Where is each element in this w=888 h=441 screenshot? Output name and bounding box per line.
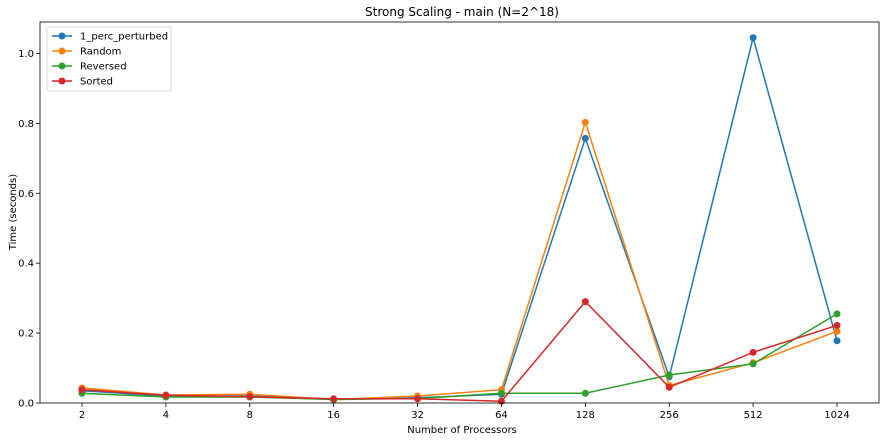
data-point: [833, 321, 841, 329]
x-tick-label: 2: [79, 410, 85, 421]
data-point: [581, 118, 589, 126]
data-point: [749, 360, 757, 368]
chart-title: Strong Scaling - main (N=2^18): [365, 5, 559, 19]
x-tick-label: 4: [163, 410, 169, 421]
legend-label: Reversed: [80, 62, 127, 73]
x-tick-label: 512: [744, 410, 763, 421]
x-tick-label: 8: [247, 410, 253, 421]
legend-marker: [58, 32, 66, 40]
legend-marker: [58, 62, 66, 70]
data-point: [246, 393, 254, 401]
x-tick-label: 32: [411, 410, 424, 421]
x-axis-title: Number of Processors: [407, 425, 517, 436]
y-tick-label: 0.2: [18, 329, 34, 340]
legend: 1_perc_perturbed Random Reversed Sorted: [46, 26, 172, 92]
data-point: [581, 134, 589, 142]
series-line: [81, 300, 838, 403]
y-tick-label: 0.6: [18, 189, 34, 200]
data-point: [665, 383, 673, 391]
data-point: [581, 389, 589, 397]
y-tick-label: 0.8: [18, 119, 34, 130]
plot-frame: [39, 21, 880, 404]
x-tick-label: 256: [660, 410, 679, 421]
x-tick-label: 64: [495, 410, 508, 421]
data-point: [497, 389, 505, 397]
data-point: [162, 391, 170, 399]
x-tick-label: 1024: [824, 410, 849, 421]
data-point: [78, 386, 86, 394]
data-point: [833, 310, 841, 318]
x-tick-label: 128: [576, 410, 595, 421]
legend-label: Sorted: [80, 77, 113, 88]
data-point: [749, 34, 757, 42]
data-point: [665, 371, 673, 379]
series-line: [81, 119, 838, 401]
legend-marker: [58, 77, 66, 85]
data-point: [833, 327, 841, 335]
series-line: [81, 34, 838, 401]
legend-box: [46, 26, 172, 92]
y-tick-label: 1.0: [18, 49, 34, 60]
y-tick-label: 0.0: [18, 399, 34, 410]
y-tick-label: 0.4: [18, 259, 34, 270]
legend-label: 1_perc_perturbed: [80, 32, 168, 43]
y-axis-title: Time (seconds): [8, 174, 19, 251]
chart-marks: [78, 34, 841, 405]
data-point: [330, 395, 338, 403]
series-line: [81, 313, 838, 401]
x-axis: 2 4 8 16 32 64 128 256 512 1024: [79, 403, 850, 421]
legend-label: Random: [80, 47, 121, 58]
data-point: [833, 337, 841, 345]
data-point: [414, 395, 422, 403]
x-tick-label: 16: [327, 410, 340, 421]
data-point: [581, 298, 589, 306]
y-axis: 0.0 0.2 0.4 0.6 0.8 1.0: [18, 49, 40, 410]
legend-marker: [58, 47, 66, 55]
data-point: [749, 348, 757, 356]
